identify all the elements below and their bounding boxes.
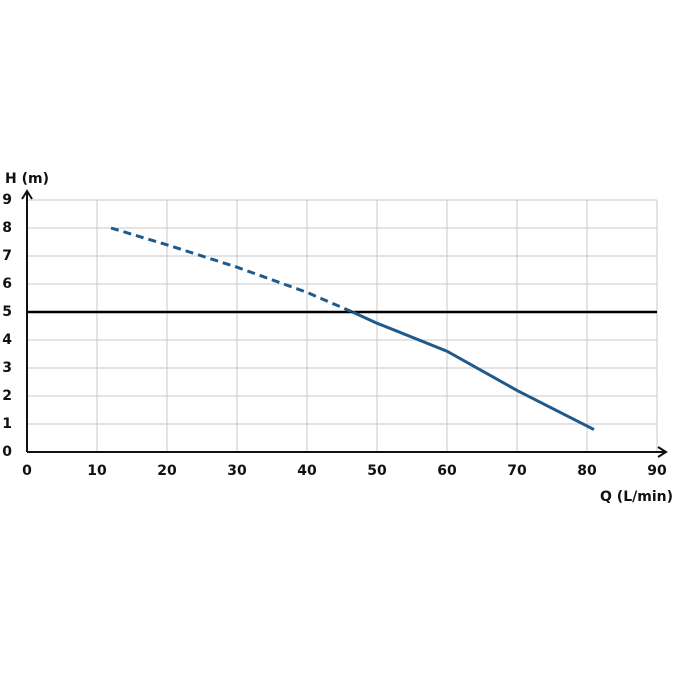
y-axis-arrow <box>21 189 33 200</box>
y-tick-label: 2 <box>2 388 12 404</box>
x-tick-label: 60 <box>437 463 457 479</box>
y-tick-label: 5 <box>2 304 12 320</box>
x-tick-label: 50 <box>367 463 387 479</box>
x-tick-label: 80 <box>577 463 597 479</box>
x-tick-label: 90 <box>647 463 667 479</box>
x-tick-label: 10 <box>87 463 107 479</box>
y-tick-label: 8 <box>2 220 12 236</box>
x-axis-arrow <box>657 446 668 458</box>
y-axis-label: H (m) <box>5 171 49 187</box>
y-tick-label: 0 <box>2 444 12 460</box>
x-axis-label: Q (L/min) <box>600 489 673 505</box>
x-tick-label: 0 <box>22 463 32 479</box>
y-tick-label: 7 <box>2 248 12 264</box>
x-tick-label: 70 <box>507 463 527 479</box>
y-tick-label: 3 <box>2 360 12 376</box>
x-tick-label: 40 <box>297 463 317 479</box>
x-tick-label: 20 <box>157 463 177 479</box>
y-tick-label: 1 <box>2 416 12 432</box>
x-tick-label: 30 <box>227 463 247 479</box>
series-line <box>110 226 354 314</box>
y-tick-label: 4 <box>2 332 12 348</box>
y-tick-label: 9 <box>2 192 12 208</box>
series-line <box>351 310 595 431</box>
y-tick-label: 6 <box>2 276 12 292</box>
